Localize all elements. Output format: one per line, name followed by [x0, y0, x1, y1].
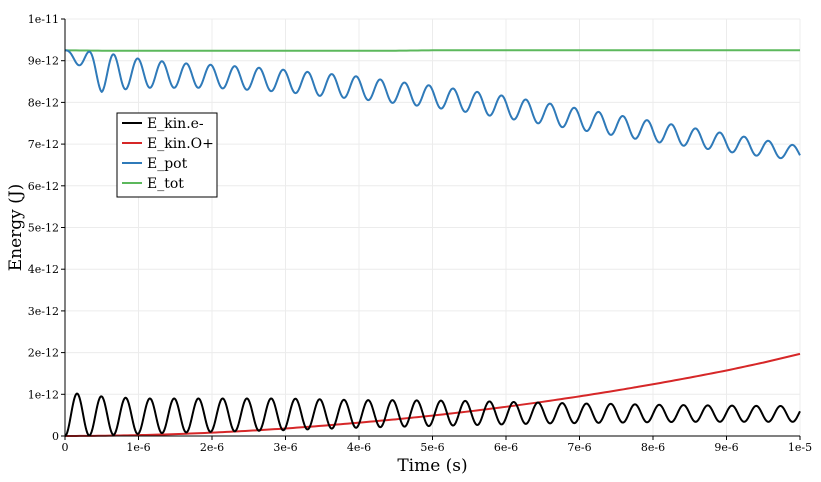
y-tick-label: 7e-12: [28, 138, 59, 151]
grid-lines: [64, 18, 801, 437]
y-tick-label: 1e-11: [28, 13, 59, 26]
x-tick-label: 2e-6: [200, 441, 224, 454]
legend-label: E_kin.e-: [147, 116, 204, 132]
x-tick-label: 3e-6: [273, 441, 297, 454]
x-tick-label: 6e-6: [494, 441, 518, 454]
series-line-e-pot: [64, 49, 801, 160]
tick-labels: 0 1e-6 2e-6 3e-6 4e-6 5e-6 6e-6 7e-6 8e-6 9e-6 1e-…: [28, 13, 812, 454]
y-tick-label: 6e-12: [28, 180, 59, 193]
y-tick-label: 1e-12: [28, 388, 59, 401]
x-tick-label: 7e-6: [567, 441, 591, 454]
x-tick-label: 4e-6: [347, 441, 371, 454]
y-tick-label: 5e-12: [28, 222, 59, 235]
legend-label: E_tot: [147, 176, 184, 192]
x-tick-label: 8e-6: [641, 441, 665, 454]
series-line-e-kin-o-: [64, 352, 801, 437]
legend-label: E_kin.O+: [147, 136, 214, 152]
y-axis-title: Energy (J): [6, 184, 26, 272]
legend-label: E_pot: [147, 156, 188, 172]
x-tick-label: 1e-5: [788, 441, 812, 454]
series-lines: [64, 49, 801, 437]
x-tick-label: 5e-6: [420, 441, 444, 454]
y-tick-label: 3e-12: [28, 305, 59, 318]
x-tick-label: 0: [62, 441, 69, 454]
y-tick-label: 9e-12: [28, 55, 59, 68]
y-tick-label: 4e-12: [28, 263, 59, 276]
x-tick-label: 9e-6: [714, 441, 738, 454]
y-tick-label: 8e-12: [28, 96, 59, 109]
x-tick-label: 1e-6: [126, 441, 150, 454]
y-tick-label: 0: [52, 430, 59, 443]
series-line-e-kin-e-: [64, 392, 801, 437]
x-axis-title: Time (s): [397, 456, 467, 476]
legend: E_kin.e- E_kin.O+ E_pot E_tot: [116, 112, 218, 198]
y-tick-label: 2e-12: [28, 347, 59, 360]
